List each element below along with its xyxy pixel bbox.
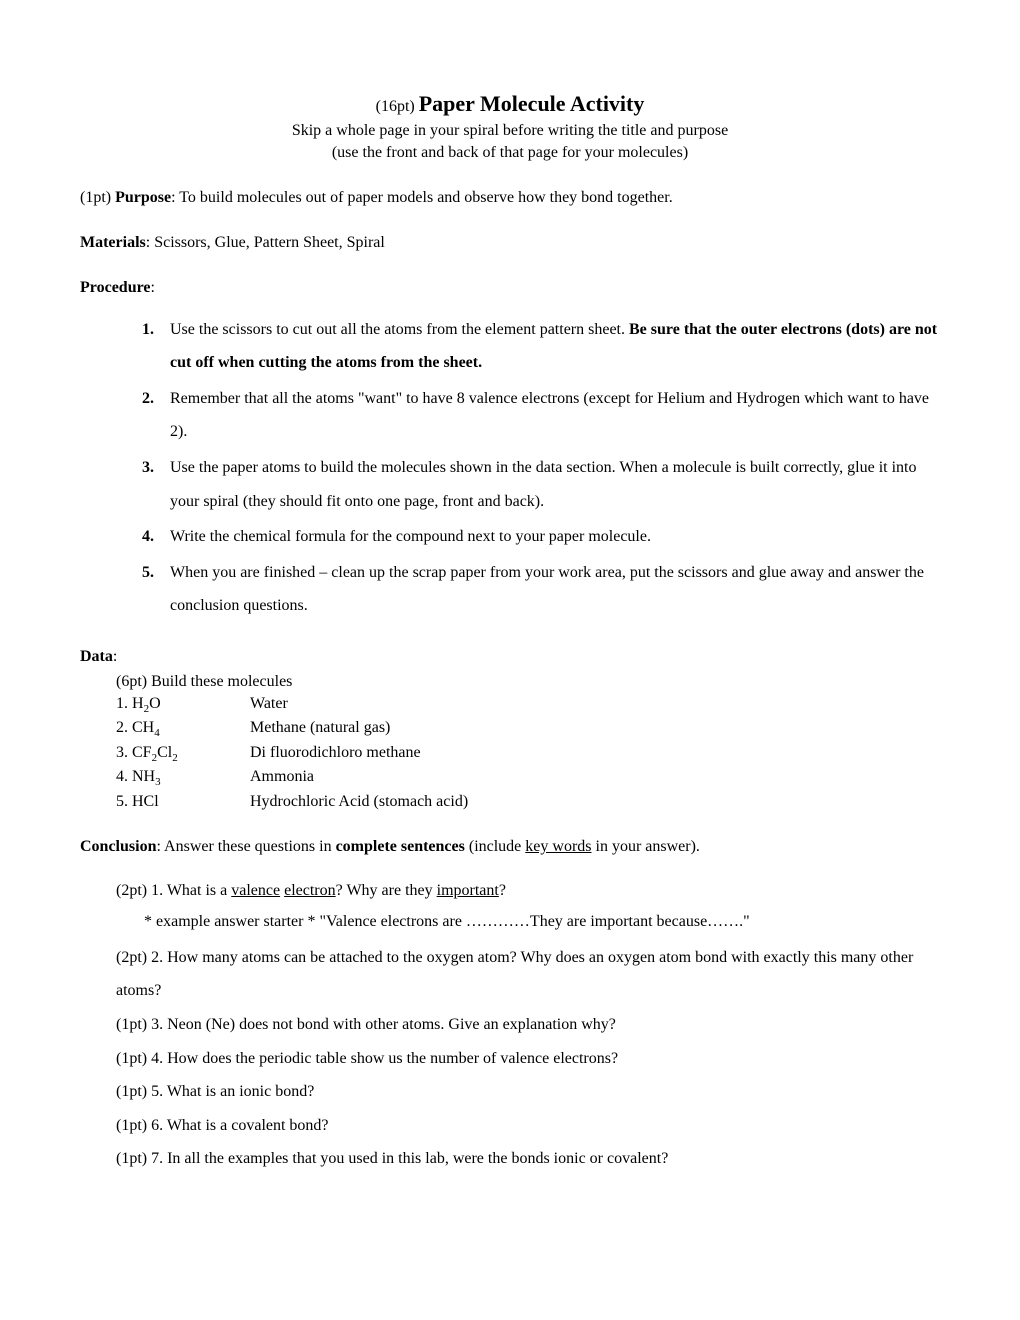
- conclusion-q2: (2pt) 2. How many atoms can be attached …: [116, 941, 940, 1008]
- purpose-points: (1pt): [80, 189, 115, 206]
- conclusion-q1: (2pt) 1. What is a valence electron? Why…: [116, 874, 940, 908]
- materials-label: Materials: [80, 234, 146, 251]
- procedure-text: Remember that all the atoms "want" to ha…: [170, 382, 940, 449]
- subtitle-1: Skip a whole page in your spiral before …: [80, 121, 940, 142]
- molecule-row: 5. HCl Hydrochloric Acid (stomach acid): [116, 791, 940, 813]
- conclusion-section: Conclusion: Answer these questions in co…: [80, 837, 940, 1176]
- conclusion-q4: (1pt) 4. How does the periodic table sho…: [116, 1042, 940, 1076]
- procedure-list: 1. Use the scissors to cut out all the a…: [80, 313, 940, 623]
- molecule-name: Methane (natural gas): [250, 717, 940, 742]
- purpose-section: (1pt) Purpose: To build molecules out of…: [80, 188, 940, 209]
- molecule-name: Ammonia: [250, 766, 940, 791]
- procedure-colon: :: [151, 279, 155, 296]
- molecule-row: 2. CH4 Methane (natural gas): [116, 717, 940, 742]
- purpose-text: : To build molecules out of paper models…: [171, 189, 673, 206]
- procedure-num: 3.: [142, 451, 170, 518]
- procedure-num: 1.: [142, 313, 170, 380]
- materials-text: : Scissors, Glue, Pattern Sheet, Spiral: [146, 234, 385, 251]
- procedure-item: 1. Use the scissors to cut out all the a…: [142, 313, 940, 380]
- data-section: Data: (6pt) Build these molecules 1. H2O…: [80, 647, 940, 813]
- purpose-label: Purpose: [115, 189, 171, 206]
- molecule-name: Hydrochloric Acid (stomach acid): [250, 791, 940, 813]
- procedure-num: 4.: [142, 520, 170, 554]
- conclusion-q7: (1pt) 7. In all the examples that you us…: [116, 1142, 940, 1176]
- molecule-name: Water: [250, 693, 940, 718]
- data-heading: (6pt) Build these molecules: [116, 672, 940, 693]
- conclusion-q5: (1pt) 5. What is an ionic bond?: [116, 1075, 940, 1109]
- procedure-item: 5. When you are finished – clean up the …: [142, 556, 940, 623]
- conclusion-example: * example answer starter * "Valence elec…: [116, 908, 940, 935]
- title-line: (16pt) Paper Molecule Activity: [80, 90, 940, 119]
- title-text: Paper Molecule Activity: [419, 91, 645, 116]
- procedure-text: Use the paper atoms to build the molecul…: [170, 451, 940, 518]
- procedure-text: When you are finished – clean up the scr…: [170, 556, 940, 623]
- procedure-label: Procedure: [80, 279, 151, 296]
- title-points: (16pt): [376, 98, 415, 115]
- procedure-item: 4. Write the chemical formula for the co…: [142, 520, 940, 554]
- conclusion-label: Conclusion: [80, 838, 156, 855]
- molecule-formula: 4. NH3: [116, 766, 250, 791]
- molecule-formula: 1. H2O: [116, 693, 250, 718]
- procedure-text: Use the scissors to cut out all the atom…: [170, 313, 940, 380]
- procedure-section: Procedure: 1. Use the scissors to cut ou…: [80, 278, 940, 623]
- materials-section: Materials: Scissors, Glue, Pattern Sheet…: [80, 233, 940, 254]
- conclusion-questions: (2pt) 1. What is a valence electron? Why…: [80, 874, 940, 1176]
- molecule-formula: 3. CF2Cl2: [116, 742, 250, 767]
- subtitle-2: (use the front and back of that page for…: [80, 143, 940, 164]
- procedure-text: Write the chemical formula for the compo…: [170, 520, 940, 554]
- molecule-row: 4. NH3 Ammonia: [116, 766, 940, 791]
- procedure-item: 3. Use the paper atoms to build the mole…: [142, 451, 940, 518]
- procedure-num: 2.: [142, 382, 170, 449]
- molecule-name: Di fluorodichloro methane: [250, 742, 940, 767]
- procedure-num: 5.: [142, 556, 170, 623]
- data-block: (6pt) Build these molecules 1. H2O Water…: [80, 672, 940, 814]
- conclusion-q6: (1pt) 6. What is a covalent bond?: [116, 1109, 940, 1143]
- molecule-row: 1. H2O Water: [116, 693, 940, 718]
- molecule-formula: 5. HCl: [116, 791, 250, 813]
- molecule-formula: 2. CH4: [116, 717, 250, 742]
- molecule-row: 3. CF2Cl2 Di fluorodichloro methane: [116, 742, 940, 767]
- procedure-item: 2. Remember that all the atoms "want" to…: [142, 382, 940, 449]
- conclusion-q3: (1pt) 3. Neon (Ne) does not bond with ot…: [116, 1008, 940, 1042]
- data-label: Data: [80, 648, 113, 665]
- data-colon: :: [113, 648, 117, 665]
